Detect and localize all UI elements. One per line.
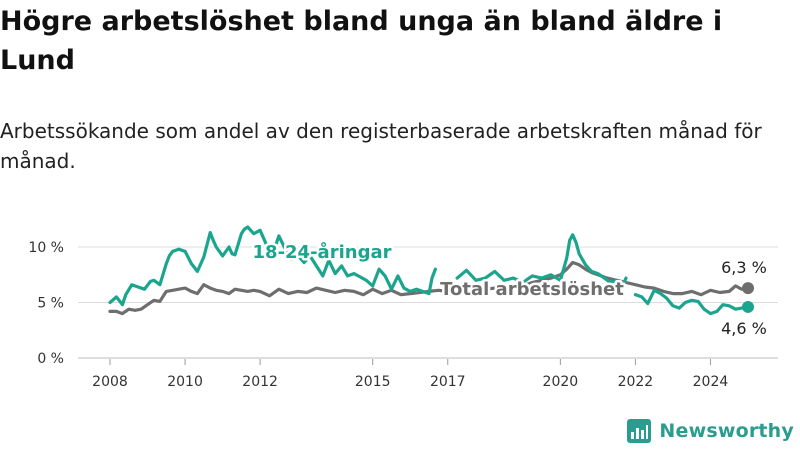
youth-end-point [742, 300, 754, 313]
newsworthy-logo-icon [627, 419, 652, 443]
chart-subtitle: Arbetssökande som andel av den registerb… [0, 119, 762, 173]
series-lines [108, 225, 754, 316]
x-tick-label: 2015 [355, 374, 391, 390]
y-tick-label: 10 % [28, 240, 64, 256]
youth-unemployment-line [108, 225, 437, 307]
x-tick-label: 2012 [242, 374, 278, 390]
total-end-value-label: 6,3 % [721, 258, 767, 277]
total-series-label: Total arbetslöshet [440, 279, 624, 300]
x-tick-label: 2024 [693, 374, 729, 390]
total-end-point [742, 282, 754, 295]
x-tick-label: 2017 [430, 374, 466, 390]
gridlines [78, 246, 778, 359]
newsworthy-brand[interactable]: Newsworthy [627, 419, 794, 443]
series-labels: 18-24-åringar Total arbetslöshet 6,3 % 4,6 … [250, 239, 769, 341]
y-tick-label: 5 % [37, 296, 64, 312]
line-chart: 2008 2010 2012 2015 2017 2020 2022 2024 0 % 5 % 1… [28, 225, 778, 390]
youth-series-label: 18-24-åringar [253, 241, 392, 263]
youth-unemployment-line [455, 233, 628, 287]
brand-name: Newsworthy [659, 420, 794, 442]
youth-end-value-label: 4,6 % [721, 319, 767, 338]
x-tick-label: 2022 [618, 374, 654, 390]
chart-title: Högre arbetslöshet bland unga än bland ä… [0, 6, 723, 76]
youth-unemployment-line [633, 288, 750, 316]
y-axis: 0 % 5 % 10 % [28, 240, 64, 367]
y-tick-label: 0 % [37, 351, 64, 367]
x-axis: 2008 2010 2012 2015 2017 2020 2022 2024 [92, 359, 728, 390]
x-tick-label: 2010 [167, 374, 203, 390]
x-tick-label: 2020 [543, 374, 579, 390]
x-tick-label: 2008 [92, 374, 128, 390]
total-unemployment-line [108, 260, 750, 316]
